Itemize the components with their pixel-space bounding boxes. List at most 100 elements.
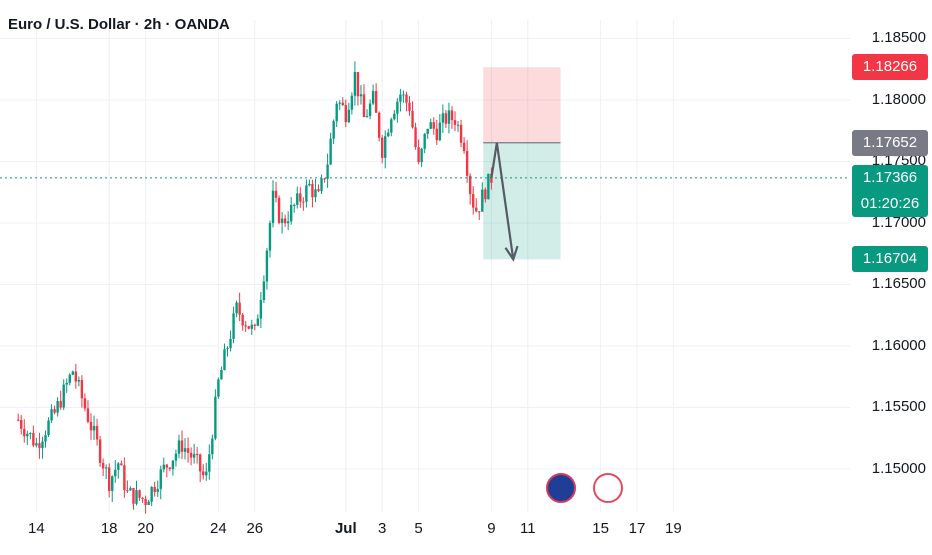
candle-body — [199, 454, 202, 472]
candle-body — [290, 204, 293, 222]
us-event-icon[interactable] — [593, 473, 623, 503]
candle-body — [381, 137, 384, 158]
candle-body — [472, 194, 475, 208]
candle-body — [274, 190, 278, 198]
candle-body — [296, 193, 299, 205]
candle-body — [180, 440, 184, 452]
candle-body — [484, 189, 487, 200]
candle-body — [17, 419, 20, 421]
candle-body — [65, 382, 68, 385]
take-profit-zone — [483, 142, 561, 260]
x-tick-label: 20 — [137, 520, 154, 537]
candle-body — [478, 211, 481, 213]
candle-body — [374, 91, 378, 113]
candle-body — [308, 183, 311, 186]
x-tick-label: 15 — [592, 520, 609, 537]
x-tick-label: 9 — [487, 520, 496, 537]
candle-body — [262, 281, 266, 300]
candle-body — [432, 122, 435, 129]
candle-body — [450, 110, 454, 121]
candle-body — [120, 463, 123, 466]
candle-body — [468, 175, 472, 195]
candle-body — [86, 408, 90, 422]
x-tick-label: 18 — [100, 520, 118, 537]
candle-body — [156, 488, 159, 493]
candle-body — [299, 193, 302, 202]
candle-body — [259, 299, 263, 319]
candle-body — [129, 488, 132, 491]
candle-body — [390, 119, 393, 133]
candle-body — [365, 115, 369, 118]
candle-body — [344, 104, 347, 123]
candle-body — [435, 128, 438, 141]
candle-body — [135, 490, 138, 504]
candle-body — [377, 112, 381, 138]
candle-body — [126, 490, 129, 492]
candle-body — [447, 110, 451, 124]
candle-body — [293, 204, 296, 206]
x-tick-label: 17 — [628, 520, 646, 537]
candle-body — [195, 454, 199, 456]
candle-body — [226, 348, 229, 350]
candle-body — [268, 223, 272, 251]
price-tag: 1.17652 — [852, 129, 928, 156]
candle-body — [144, 498, 147, 506]
candle-body — [47, 420, 50, 436]
candle-body — [438, 122, 442, 141]
candle-body — [244, 325, 247, 327]
y-tick-label: 1.16500 — [871, 275, 926, 293]
candle-body — [53, 409, 56, 413]
price-tag: 1.17366 01:20:26 — [852, 164, 928, 217]
y-tick-label: 1.15000 — [871, 459, 926, 477]
candle-body — [353, 71, 357, 96]
candle-body — [302, 201, 305, 203]
candle-body — [50, 409, 53, 421]
candle-body — [332, 121, 335, 139]
candle-body — [362, 94, 366, 118]
eu-event-icon[interactable] — [546, 473, 576, 503]
y-tick-label: 1.18000 — [871, 90, 926, 108]
candle-body — [414, 127, 417, 148]
candle-body — [396, 101, 399, 114]
candle-body — [205, 471, 208, 476]
candle-body — [202, 471, 205, 476]
candle-body — [165, 464, 169, 468]
chart-title: Euro / U.S. Dollar · 2h · OANDA — [8, 16, 230, 33]
candle-body — [347, 109, 351, 123]
bar-countdown: 01:20:26 — [860, 194, 920, 212]
candle-body — [211, 438, 214, 455]
candle-body — [359, 94, 363, 97]
candle-body — [138, 490, 141, 498]
candle-body — [323, 178, 326, 180]
candle-body — [405, 94, 408, 103]
y-tick-label: 1.17000 — [871, 213, 926, 231]
candle-body — [217, 379, 220, 397]
stop-loss-zone — [483, 67, 561, 143]
candle-body — [317, 189, 320, 192]
candle-body — [23, 428, 26, 437]
candle-body — [311, 183, 314, 198]
candle-body — [475, 207, 478, 212]
candle-body — [465, 151, 469, 176]
candle-body — [117, 463, 120, 470]
candle-body — [162, 464, 165, 470]
price-tag: 1.18266 — [852, 54, 928, 81]
candle-body — [44, 435, 47, 442]
candle-body — [280, 218, 284, 223]
candle-body — [250, 324, 253, 329]
candle-body — [305, 185, 308, 202]
candle-body — [32, 433, 35, 446]
candle-body — [89, 421, 93, 431]
candle-body — [441, 113, 445, 123]
candle-body — [320, 178, 323, 192]
projection-arrowhead — [504, 245, 519, 262]
candle-body — [114, 469, 117, 477]
candle-body — [426, 128, 429, 134]
candle-body — [350, 95, 354, 110]
candle-body — [462, 142, 466, 152]
candle-body — [453, 120, 457, 125]
x-tick-label: 11 — [520, 520, 536, 537]
candle-body — [341, 102, 344, 105]
